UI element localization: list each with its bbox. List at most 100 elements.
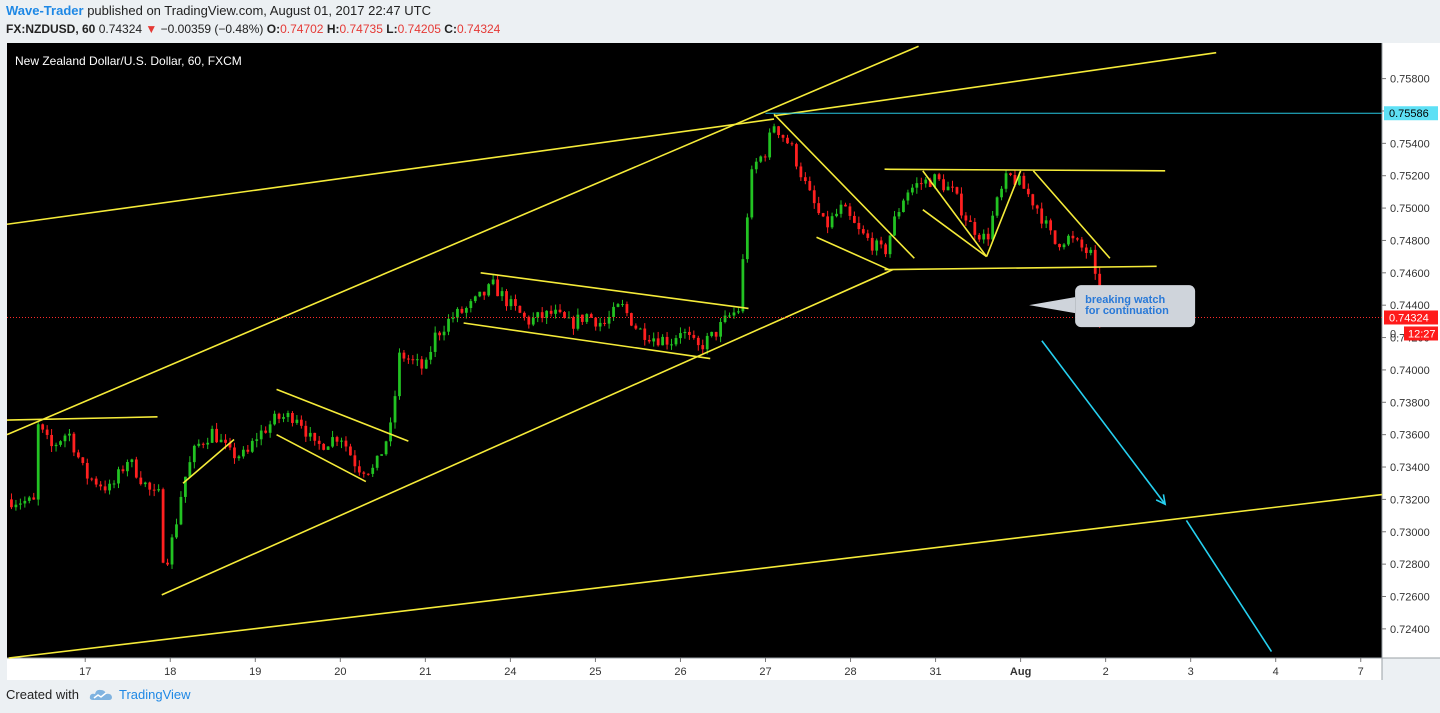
candle-body [683, 331, 687, 334]
time-axis[interactable] [7, 658, 1382, 680]
candle-body [799, 166, 803, 178]
price-axis[interactable] [1382, 43, 1440, 658]
candle-body [76, 452, 80, 458]
tradingview-link[interactable]: TradingView [118, 687, 191, 702]
candle-body [393, 396, 397, 423]
candle-body [27, 497, 31, 501]
countdown-prefix: 0. [1390, 328, 1399, 340]
candle-body [201, 443, 205, 445]
trendline[interactable] [1032, 170, 1111, 259]
candle-body [902, 200, 905, 213]
candle-body [170, 537, 174, 565]
x-tick-label: 19 [249, 666, 261, 678]
y-tick-label: 0.72800 [1390, 559, 1430, 571]
candle-body [621, 304, 624, 306]
callout-box[interactable] [1075, 285, 1196, 328]
candle-body [14, 504, 18, 508]
candle-body [679, 333, 682, 339]
candle-body [719, 322, 722, 337]
candle-body [906, 192, 910, 201]
candle-body [625, 304, 629, 314]
y-tick-label: 0.73200 [1390, 494, 1430, 506]
candle-body [549, 310, 553, 314]
x-tick-label: 4 [1273, 666, 1279, 678]
trendline[interactable] [816, 236, 890, 271]
candle-body [45, 429, 49, 435]
trendline[interactable] [463, 322, 711, 360]
candle-body [844, 204, 847, 207]
candle-body [460, 308, 464, 313]
trendline[interactable] [8, 493, 1383, 659]
footer: Created with TradingView [6, 687, 191, 702]
trendline[interactable] [985, 170, 1022, 257]
candle-body [661, 336, 664, 346]
trendline[interactable] [922, 170, 988, 258]
candle-body [670, 344, 673, 346]
candle-body [674, 338, 678, 345]
trendline[interactable] [7, 118, 775, 226]
candle-body [500, 291, 504, 297]
candle-body [772, 126, 776, 133]
candle-body [415, 359, 419, 361]
trendline[interactable] [480, 272, 749, 310]
candle-body [282, 417, 285, 419]
trendline[interactable] [7, 45, 919, 436]
candle-body [710, 331, 714, 336]
candle-body [540, 312, 544, 319]
candle-body [469, 301, 473, 308]
candle-body [375, 455, 379, 468]
trendline[interactable] [182, 438, 235, 484]
candle-body [986, 233, 990, 240]
candle-body [1062, 244, 1066, 248]
candle-body [754, 161, 758, 170]
down-arrow-icon: ▼ [145, 22, 158, 36]
candle-body [763, 156, 767, 158]
candle-body [995, 197, 999, 216]
candle-body [741, 259, 745, 312]
trendline[interactable] [276, 388, 409, 442]
price-chart[interactable]: New Zealand Dollar/U.S. Dollar, 60, FXCM… [7, 43, 1440, 680]
trendline[interactable] [922, 209, 988, 258]
candle-body [638, 328, 642, 330]
candle-body [576, 314, 580, 329]
candle-body [960, 193, 963, 216]
candle-body [946, 186, 950, 191]
candle-body [335, 437, 339, 442]
trendline[interactable] [161, 268, 894, 596]
x-tick-label: 27 [759, 666, 771, 678]
trendline[interactable] [773, 51, 1217, 117]
candle-body [491, 279, 495, 285]
projection-line[interactable] [1041, 340, 1166, 505]
y-tick-label: 0.75800 [1390, 74, 1430, 86]
candle-body [424, 359, 428, 369]
candle-body [853, 215, 856, 223]
candle-body [1000, 188, 1003, 198]
candle-body [94, 478, 98, 485]
candle-body [451, 317, 455, 319]
candle-body [179, 496, 183, 525]
trendline[interactable] [773, 113, 915, 259]
candle-body [447, 318, 450, 332]
x-tick-label: 31 [929, 666, 941, 678]
y-tick-label: 0.75000 [1390, 203, 1430, 215]
candle-body [728, 315, 731, 317]
trendline[interactable] [884, 168, 1166, 172]
trendline[interactable] [276, 433, 367, 483]
candle-body [41, 424, 45, 430]
candle-body [505, 291, 508, 307]
candle-body [68, 433, 71, 436]
candle-body [951, 186, 954, 188]
candle-body [612, 306, 615, 318]
candle-body [442, 331, 446, 336]
candle-body [919, 183, 923, 185]
trendline[interactable] [7, 416, 158, 421]
y-tick-label: 0.72400 [1390, 624, 1430, 636]
candle-body [63, 435, 67, 442]
candle-body [812, 190, 816, 204]
trendline[interactable] [884, 265, 1157, 271]
author-link[interactable]: Wave-Trader [6, 3, 84, 18]
projection-line[interactable] [1185, 519, 1273, 652]
plot-area[interactable] [7, 43, 1382, 658]
candle-body [456, 308, 459, 318]
x-tick-label: 17 [79, 666, 91, 678]
